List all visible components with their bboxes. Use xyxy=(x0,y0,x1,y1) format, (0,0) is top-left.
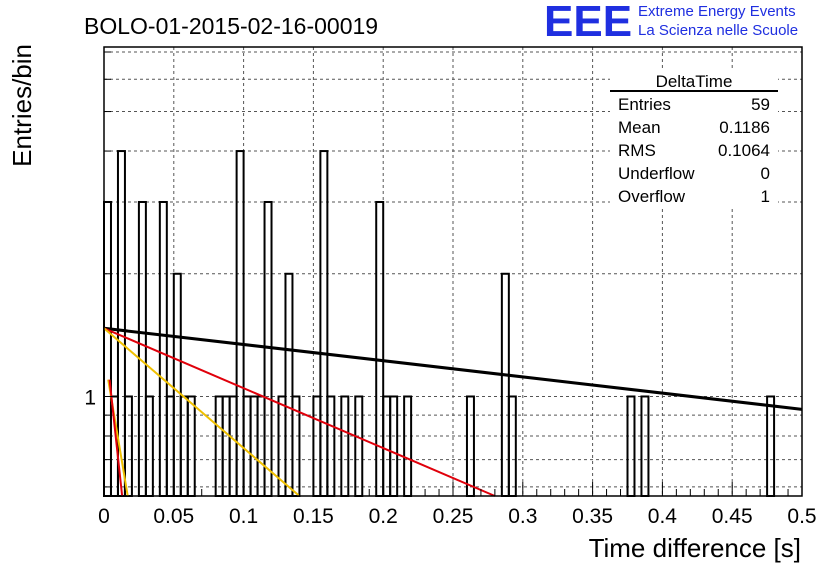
stats-box-background xyxy=(610,70,778,208)
histogram-bar xyxy=(500,272,510,497)
x-axis-label: Time difference [s] xyxy=(589,533,801,563)
eee-logo: EEE Extreme Energy Events La Scienza nel… xyxy=(544,0,834,46)
histogram-bar xyxy=(172,272,182,497)
x-tick-label: 0.15 xyxy=(293,505,334,528)
histogram-bar xyxy=(382,395,392,498)
histogram-bar xyxy=(340,395,350,498)
x-tick-label: 0.2 xyxy=(369,505,398,528)
histogram-bar xyxy=(507,395,517,498)
histogram-bar xyxy=(640,395,650,498)
histogram-bar xyxy=(144,395,154,498)
histogram-bar xyxy=(389,395,399,498)
histogram-bar xyxy=(766,395,776,498)
stats-row-label: Overflow xyxy=(618,187,686,206)
histogram-bar xyxy=(354,395,364,498)
histogram-bar xyxy=(179,395,189,498)
stats-box: DeltaTime Entries 59 Mean 0.1186 RMS 0.1064 Un… xyxy=(610,70,778,208)
x-tick-label: 0.35 xyxy=(572,505,613,528)
x-tick-label: 0.1 xyxy=(229,505,258,528)
y-axis-label: Entries/bin xyxy=(7,44,37,167)
histogram-bar xyxy=(319,150,329,498)
histogram-bar xyxy=(165,395,175,498)
x-tick-label: 0.5 xyxy=(787,505,816,528)
histogram-bar xyxy=(626,395,636,498)
plot-grid xyxy=(104,47,802,496)
histogram-bar xyxy=(228,395,238,498)
stats-row-value: 0.1186 xyxy=(719,118,770,137)
fit-line-red-steep xyxy=(108,379,124,497)
x-tick-label: 0 xyxy=(98,505,110,528)
x-tick-label: 0.4 xyxy=(648,505,678,528)
histogram-bar xyxy=(221,395,231,498)
stats-row-value: 0 xyxy=(761,164,770,183)
eee-logo-mark: EEE xyxy=(544,0,633,46)
histogram-bar xyxy=(214,395,224,498)
stats-row-value: 59 xyxy=(751,95,770,114)
histogram-bar xyxy=(242,395,252,498)
stats-row-value: 0.1064 xyxy=(718,141,770,160)
stats-box-rows: Entries 59 Mean 0.1186 RMS 0.1064 Underflow 0 Ov… xyxy=(618,95,770,206)
x-tick-label: 0.05 xyxy=(153,505,194,528)
stats-row-value: 1 xyxy=(761,187,770,206)
histogram-bar xyxy=(249,395,259,498)
histogram-bar xyxy=(465,395,475,498)
logo-line-1: Extreme Energy Events xyxy=(638,3,796,20)
stats-row-label: Underflow xyxy=(618,164,695,183)
stats-row-label: Mean xyxy=(618,118,661,137)
x-axis-ticks: 0 0.05 0.1 0.15 0.2 0.25 0.3 0.35 0.4 0.45 0.5 xyxy=(98,482,817,528)
histogram-bar xyxy=(186,395,196,498)
y-tick-label: 1 xyxy=(84,386,96,409)
stats-row-label: RMS xyxy=(618,141,656,160)
stats-row-label: Entries xyxy=(618,95,671,114)
fit-lines xyxy=(103,326,803,497)
histogram-bar xyxy=(103,200,112,497)
logo-line-2: La Scienza nelle Scuole xyxy=(638,22,799,39)
histogram-bar xyxy=(158,200,168,497)
histogram-bar xyxy=(137,200,147,497)
x-tick-label: 0.3 xyxy=(508,505,537,528)
x-tick-label: 0.25 xyxy=(433,505,474,528)
x-tick-label: 0.45 xyxy=(712,505,753,528)
histogram-bar xyxy=(375,200,385,497)
fit-line-red xyxy=(103,327,496,497)
histogram-bar xyxy=(312,395,322,498)
histogram-bar xyxy=(256,395,266,498)
histogram-bar xyxy=(284,272,294,497)
histogram-bar xyxy=(403,395,413,498)
histogram-bar xyxy=(326,395,336,498)
fit-line-yellow xyxy=(103,327,301,497)
fit-line-black xyxy=(103,326,803,411)
stats-box-title: DeltaTime xyxy=(656,72,733,91)
run-title: BOLO-01-2015-02-16-00019 xyxy=(84,13,378,39)
y-axis-ticks: 1 xyxy=(84,51,118,488)
eee-logo-text: Extreme Energy Events La Scienza nelle S… xyxy=(638,2,798,40)
